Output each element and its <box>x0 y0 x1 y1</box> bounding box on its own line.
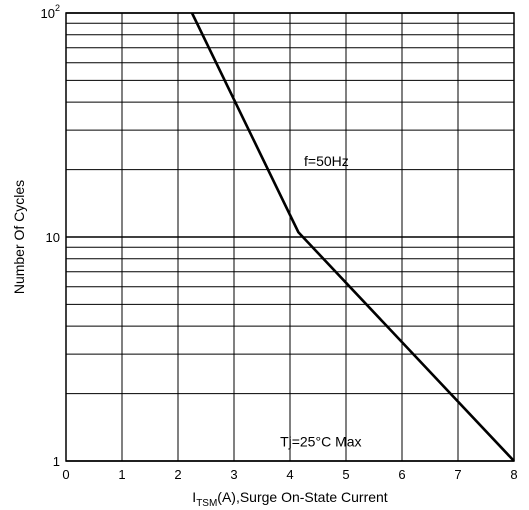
x-tick-label: 3 <box>230 467 237 482</box>
chart-annotation: Tj=25°C Max <box>280 434 361 450</box>
x-tick-label: 8 <box>510 467 517 482</box>
x-tick-label: 1 <box>118 467 125 482</box>
x-tick-label: 5 <box>342 467 349 482</box>
series-group <box>190 12 515 462</box>
x-axis-label: ITSM(A),Surge On-State Current <box>192 489 388 509</box>
annotations: f=50Hz Tj=25°C Max <box>280 153 361 449</box>
x-tick-labels: 0 1 2 3 4 5 6 7 8 <box>62 467 517 482</box>
y-tick-label: 102 <box>41 3 60 21</box>
x-tick-label: 4 <box>286 467 293 482</box>
y-tick-base: 10 <box>41 6 55 21</box>
x-axis-label-prefix: I <box>192 489 196 505</box>
plot-frame <box>65 12 515 462</box>
y-tick-label: 10 <box>46 230 60 245</box>
x-axis-label-sub: TSM <box>196 498 217 509</box>
y-axis-label: Number Of Cycles <box>11 180 27 294</box>
x-tick-label: 7 <box>454 467 461 482</box>
chart-annotation: f=50Hz <box>304 153 349 169</box>
series-line <box>190 12 515 462</box>
x-tick-label: 0 <box>62 467 69 482</box>
x-tick-label: 2 <box>174 467 181 482</box>
y-tick-exponent: 2 <box>55 3 60 13</box>
x-tick-label: 6 <box>398 467 405 482</box>
x-axis-label-suffix: (A),Surge On-State Current <box>217 489 388 505</box>
y-tick-label: 1 <box>53 454 60 469</box>
minor-grid <box>66 13 514 461</box>
